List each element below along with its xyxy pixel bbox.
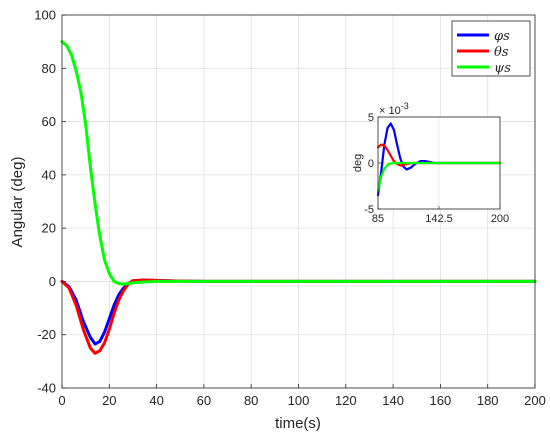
series-1-line bbox=[60, 278, 537, 355]
inset-x-tick-label: 85 bbox=[372, 213, 384, 225]
x-tick-label: 160 bbox=[430, 393, 452, 408]
y-tick-label: 100 bbox=[34, 8, 56, 23]
inset-y-tick-label: 5 bbox=[368, 112, 374, 124]
y-tick-label: -20 bbox=[37, 327, 56, 342]
y-tick-label: 20 bbox=[42, 221, 56, 236]
x-tick-label: 140 bbox=[382, 393, 404, 408]
x-tick-label: 100 bbox=[288, 393, 310, 408]
main-ticks: 0 20 40 60 80 100 120 140 160 180 200 -40 -20 0 20 40 60… bbox=[34, 8, 546, 409]
inset-ticks: 85 142.5 200 -5 0 5 bbox=[364, 112, 509, 225]
main-series-lines bbox=[60, 40, 537, 355]
inset-exponent-label: × 10-3 bbox=[379, 101, 409, 117]
x-tick-label: 180 bbox=[477, 393, 499, 408]
inset-y-axis-label: deg bbox=[352, 154, 364, 172]
y-tick-label: 60 bbox=[42, 114, 56, 129]
inset-series-lines bbox=[376, 122, 502, 197]
inset-x-tick-label: 142.5 bbox=[425, 213, 453, 225]
x-tick-label: 0 bbox=[58, 393, 65, 408]
legend-label-psi: ψs bbox=[494, 61, 511, 76]
series-2-line bbox=[60, 40, 537, 286]
y-tick-label: 80 bbox=[42, 61, 56, 76]
y-tick-label: 0 bbox=[49, 274, 56, 289]
y-axis-label: Angular (deg) bbox=[9, 157, 26, 248]
inset-y-tick-label: -5 bbox=[364, 204, 374, 216]
x-axis-label: time(s) bbox=[275, 415, 321, 432]
x-tick-label: 120 bbox=[335, 393, 357, 408]
x-tick-label: 40 bbox=[149, 393, 163, 408]
legend-label-phi: φs bbox=[494, 29, 510, 44]
x-tick-label: 200 bbox=[524, 393, 546, 408]
x-tick-label: 60 bbox=[197, 393, 211, 408]
inset-series-2-line bbox=[376, 161, 502, 192]
y-tick-label: -40 bbox=[37, 381, 56, 396]
inset-x-tick-label: 200 bbox=[491, 213, 509, 225]
x-tick-label: 20 bbox=[102, 393, 116, 408]
legend-label-theta: θs bbox=[494, 45, 509, 60]
inset-exponent-base: × 10 bbox=[379, 105, 401, 117]
inset-exponent-power: -3 bbox=[401, 101, 409, 111]
y-tick-label: 40 bbox=[42, 167, 56, 182]
legend: φs θs ψs bbox=[451, 20, 531, 77]
x-tick-label: 80 bbox=[244, 393, 258, 408]
inset-chart: 85 142.5 200 -5 0 5 deg × 10-3 bbox=[352, 101, 509, 225]
inset-y-tick-label: 0 bbox=[368, 158, 374, 170]
